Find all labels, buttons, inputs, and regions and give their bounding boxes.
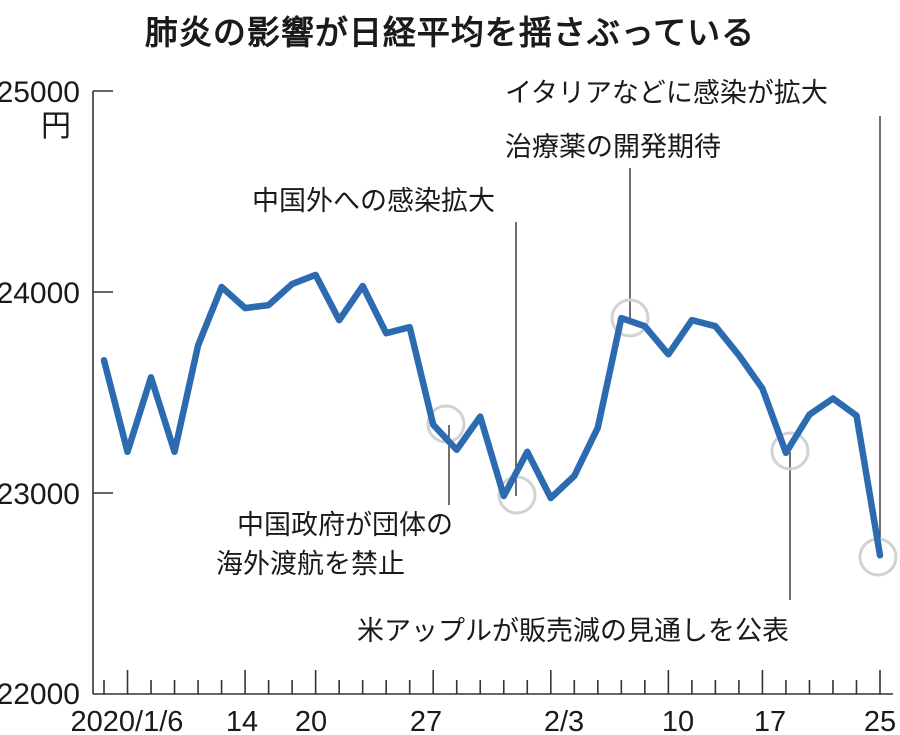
y-tick-23000: 23000 xyxy=(0,478,80,511)
x-axis: 2020/1/6 14 20 27 2/3 10 17 25 xyxy=(71,670,896,735)
x-tick-label: 17 xyxy=(754,706,786,735)
x-tick-label: 25 xyxy=(864,706,896,735)
nikkei-line xyxy=(100,271,884,559)
y-tick-25000: 25000 xyxy=(0,76,80,109)
x-tick-label: 2/3 xyxy=(544,706,584,735)
annotation-outside-china: 中国外への感染拡大 xyxy=(252,186,495,217)
annotation-china-ban-line2: 海外渡航を禁止 xyxy=(216,549,405,580)
event-markers xyxy=(426,298,898,577)
x-tick-label: 27 xyxy=(410,706,442,735)
annotation-leaders xyxy=(448,116,881,600)
annotation-drug-hope: 治療薬の開発期待 xyxy=(505,132,721,163)
x-tick-label: 10 xyxy=(662,706,694,735)
y-unit-label: 円 xyxy=(41,110,71,143)
chart-title: 肺炎の影響が日経平均を揺さぶっている xyxy=(144,13,756,52)
x-tick-label: 20 xyxy=(295,706,327,735)
annotation-italy: イタリアなどに感染が拡大 xyxy=(505,78,828,109)
annotation-apple: 米アップルが販売減の見通しを公表 xyxy=(357,616,789,647)
y-tick-24000: 24000 xyxy=(0,277,80,310)
y-axis: 25000 円 24000 23000 22000 xyxy=(0,76,113,711)
x-tick-label: 14 xyxy=(226,706,258,735)
annotation-china-ban: 中国政府が団体の xyxy=(237,510,453,541)
y-tick-22000: 22000 xyxy=(0,678,80,711)
x-tick-label: 2020/1/6 xyxy=(71,706,184,735)
